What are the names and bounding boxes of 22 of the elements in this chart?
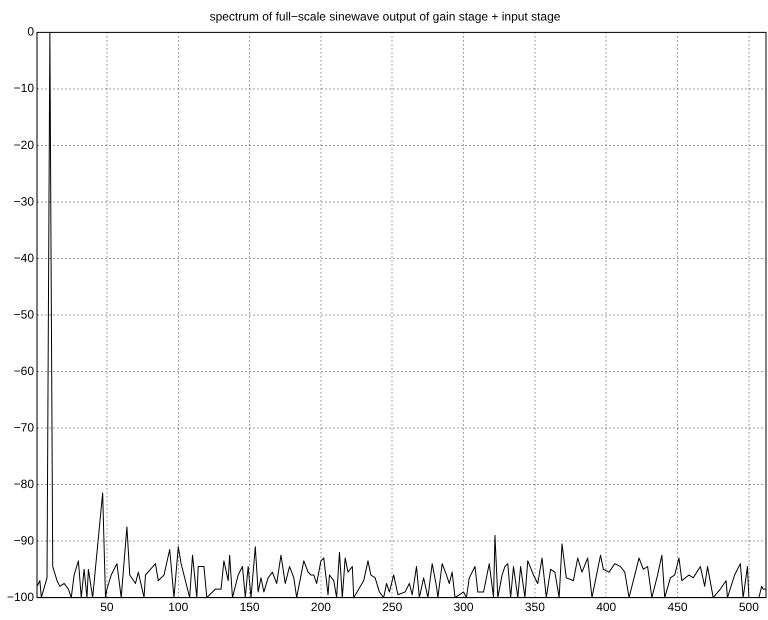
x-tick-label: 450 — [668, 600, 688, 614]
y-tick-label: −40 — [14, 250, 34, 265]
y-tick-label: 0 — [27, 24, 34, 39]
x-tick-label: 200 — [310, 600, 332, 614]
y-tick-label: −30 — [14, 194, 34, 208]
x-tick-label: 100 — [168, 600, 189, 614]
y-tick-label: −60 — [14, 364, 34, 378]
y-tick-label: −70 — [14, 420, 34, 434]
x-tick-label: 150 — [240, 600, 260, 614]
x-tick-label: 250 — [382, 600, 403, 614]
y-tick-label: −90 — [14, 533, 34, 548]
y-tick-label: −20 — [14, 138, 34, 152]
x-tick-label: 400 — [596, 600, 617, 614]
x-tick-label: 350 — [524, 600, 546, 614]
y-tick-label: −50 — [14, 307, 34, 322]
y-tick-label: −80 — [14, 476, 34, 491]
y-tick-label: −100 — [7, 590, 34, 604]
x-tick-label: 500 — [738, 600, 760, 614]
x-tick-label: 300 — [454, 600, 474, 614]
chart-title: spectrum of full−scale sinewave output of gain stage + input stage — [210, 10, 561, 24]
x-tick-label: 50 — [100, 600, 114, 614]
y-tick-label: −10 — [14, 81, 34, 96]
